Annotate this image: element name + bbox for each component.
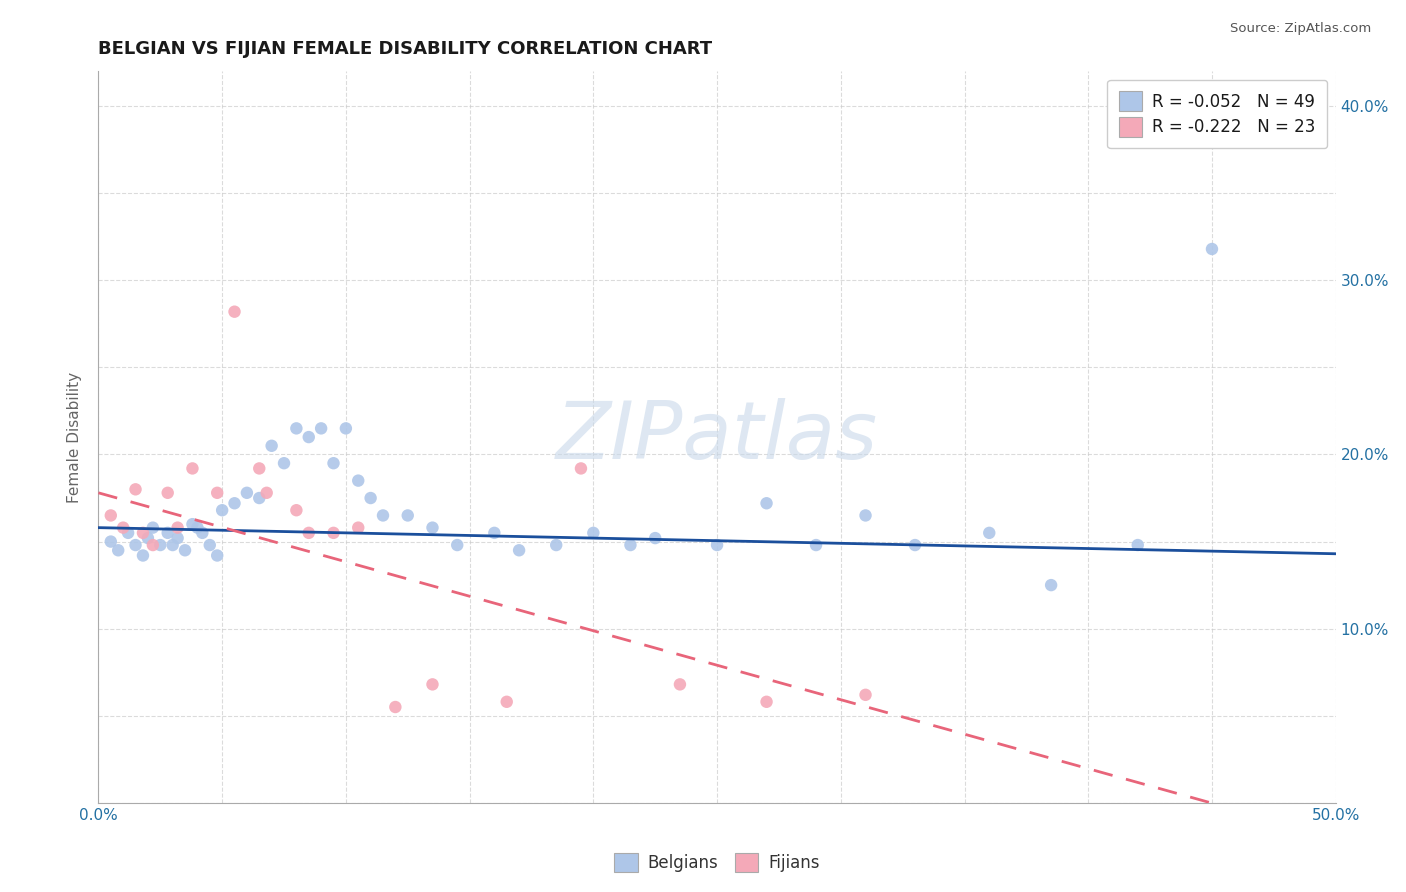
Point (755, 496, 778, 510)
Point (224, 496, 246, 510)
Point (360, 491, 382, 505)
Point (205, 485, 228, 500)
Point (181, 517, 204, 532)
Point (371, 508, 394, 523)
Point (260, 439, 283, 453)
Point (335, 421, 357, 435)
Point (446, 538, 468, 552)
Point (347, 521, 370, 535)
Point (706, 538, 728, 552)
Point (484, 525, 506, 540)
Point (804, 538, 827, 552)
Point (191, 525, 214, 540)
Point (285, 421, 308, 435)
Text: BELGIAN VS FIJIAN FEMALE DISABILITY CORRELATION CHART: BELGIAN VS FIJIAN FEMALE DISABILITY CORR… (98, 40, 713, 58)
Point (1201, 242, 1223, 256)
Point (142, 521, 165, 535)
Point (855, 688, 877, 702)
Point (107, 543, 129, 558)
Point (100, 508, 122, 523)
Point (174, 543, 197, 558)
Point (156, 525, 179, 540)
Text: ZIPatlas: ZIPatlas (555, 398, 879, 476)
Point (298, 525, 321, 540)
Point (384, 700, 406, 714)
Point (396, 508, 419, 523)
Point (247, 491, 270, 505)
Point (112, 521, 135, 535)
Point (546, 538, 568, 552)
Point (285, 503, 308, 517)
Point (224, 304, 246, 318)
Point (136, 531, 159, 545)
Point (149, 538, 172, 552)
Point (855, 508, 877, 523)
Point (569, 461, 592, 475)
Point (322, 525, 344, 540)
Point (1040, 578, 1063, 592)
Point (156, 485, 179, 500)
Point (205, 549, 228, 563)
Point (322, 456, 344, 470)
Point (298, 430, 321, 444)
Point (755, 695, 778, 709)
Point (117, 525, 139, 540)
Point (166, 521, 188, 535)
Point (124, 538, 146, 552)
Point (186, 521, 208, 535)
Point (309, 421, 332, 435)
Point (181, 461, 204, 475)
Point (422, 521, 444, 535)
Point (495, 695, 517, 709)
Point (669, 677, 692, 691)
Point (198, 538, 221, 552)
Point (508, 543, 530, 558)
Point (644, 531, 666, 545)
Point (979, 525, 1001, 540)
Point (142, 538, 165, 552)
Y-axis label: Female Disability: Female Disability (67, 371, 83, 503)
Point (619, 538, 641, 552)
Point (256, 485, 278, 500)
Legend: Belgians, Fijians: Belgians, Fijians (607, 846, 827, 879)
Text: Source: ZipAtlas.com: Source: ZipAtlas.com (1230, 22, 1371, 36)
Point (273, 456, 295, 470)
Point (124, 483, 146, 497)
Point (904, 538, 927, 552)
Point (166, 531, 188, 545)
Point (211, 503, 233, 517)
Point (247, 461, 270, 475)
Point (1126, 538, 1149, 552)
Point (236, 485, 259, 500)
Point (582, 525, 605, 540)
Point (422, 677, 444, 691)
Point (132, 525, 155, 540)
Point (132, 549, 155, 563)
Point (162, 538, 184, 552)
Point (347, 474, 370, 488)
Point (100, 534, 122, 549)
